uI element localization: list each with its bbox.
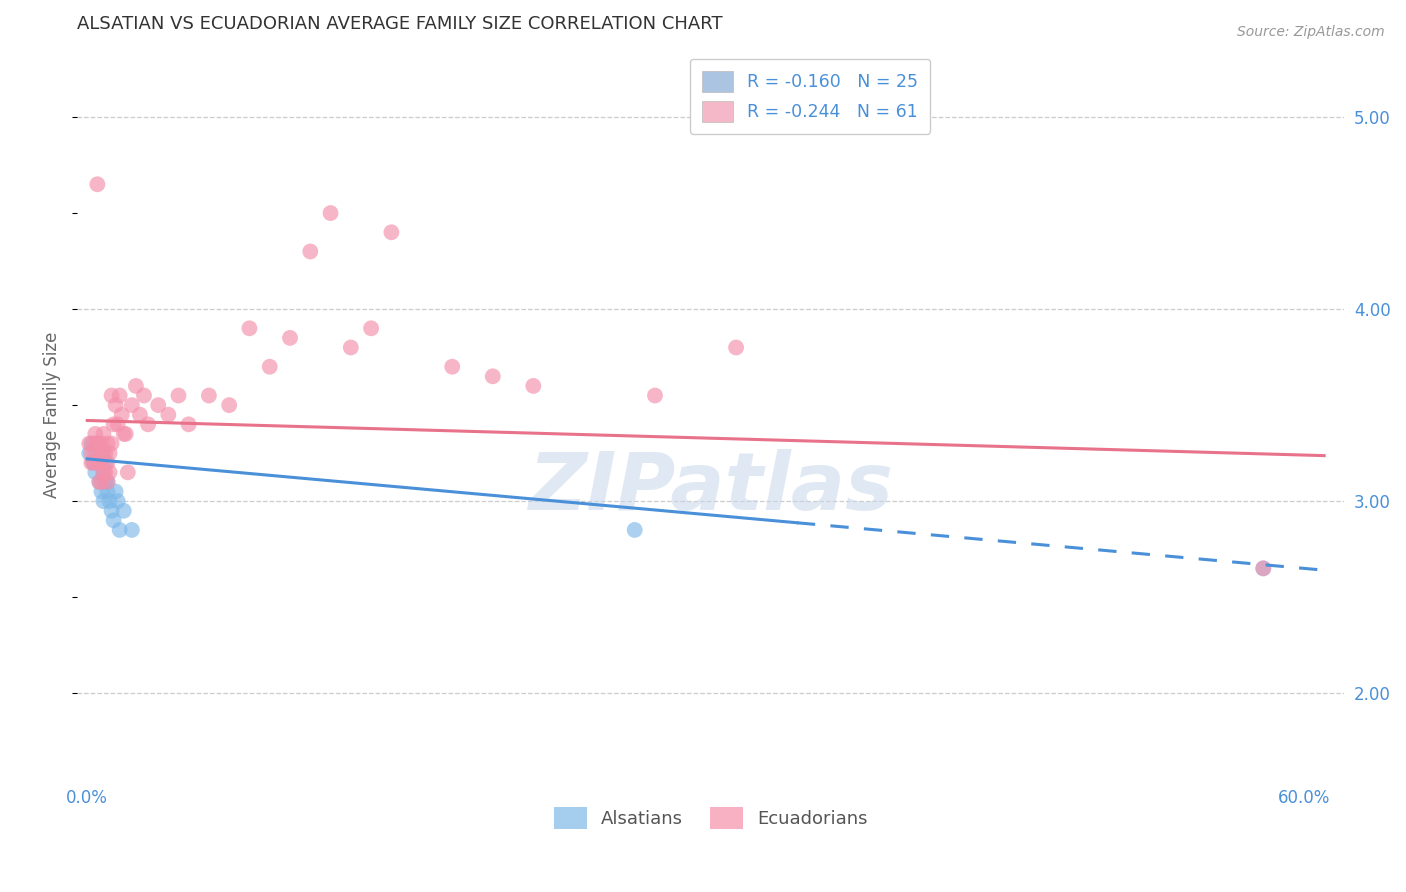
Point bbox=[278, 331, 301, 345]
Point bbox=[107, 494, 129, 508]
Point bbox=[111, 408, 134, 422]
Point bbox=[93, 426, 115, 441]
Point bbox=[96, 475, 118, 489]
Point bbox=[84, 466, 107, 480]
Point bbox=[86, 436, 108, 450]
Text: ALSATIAN VS ECUADORIAN AVERAGE FAMILY SIZE CORRELATION CHART: ALSATIAN VS ECUADORIAN AVERAGE FAMILY SI… bbox=[77, 15, 723, 33]
Point bbox=[96, 484, 118, 499]
Point bbox=[299, 244, 322, 259]
Point bbox=[86, 436, 108, 450]
Point bbox=[90, 446, 112, 460]
Point bbox=[82, 456, 104, 470]
Point bbox=[380, 225, 402, 239]
Point bbox=[100, 388, 122, 402]
Point bbox=[623, 523, 645, 537]
Point bbox=[96, 456, 118, 470]
Point bbox=[82, 436, 104, 450]
Point bbox=[107, 417, 129, 432]
Point bbox=[103, 513, 125, 527]
Y-axis label: Average Family Size: Average Family Size bbox=[44, 332, 60, 498]
Point bbox=[644, 388, 666, 402]
Point bbox=[90, 436, 112, 450]
Point bbox=[522, 379, 544, 393]
Point bbox=[94, 456, 117, 470]
Point bbox=[112, 504, 135, 518]
Point bbox=[90, 475, 112, 489]
Point bbox=[86, 178, 108, 192]
Point bbox=[177, 417, 200, 432]
Point bbox=[117, 466, 139, 480]
Point bbox=[259, 359, 281, 374]
Point bbox=[96, 475, 118, 489]
Point bbox=[93, 466, 115, 480]
Text: ZIPatlas: ZIPatlas bbox=[529, 449, 893, 526]
Point bbox=[80, 446, 103, 460]
Point bbox=[96, 436, 118, 450]
Point bbox=[148, 398, 170, 412]
Point bbox=[112, 426, 135, 441]
Point bbox=[82, 456, 104, 470]
Point bbox=[103, 417, 125, 432]
Point bbox=[80, 436, 103, 450]
Point bbox=[167, 388, 190, 402]
Point bbox=[100, 436, 122, 450]
Point bbox=[89, 475, 111, 489]
Point bbox=[238, 321, 260, 335]
Point bbox=[132, 388, 155, 402]
Point bbox=[89, 456, 111, 470]
Point bbox=[86, 456, 108, 470]
Point bbox=[100, 504, 122, 518]
Point bbox=[90, 456, 112, 470]
Point bbox=[319, 206, 342, 220]
Point bbox=[90, 484, 112, 499]
Point bbox=[104, 484, 127, 499]
Point bbox=[98, 466, 121, 480]
Point bbox=[1253, 561, 1275, 575]
Point bbox=[94, 446, 117, 460]
Point bbox=[360, 321, 382, 335]
Point bbox=[94, 475, 117, 489]
Point bbox=[93, 494, 115, 508]
Point bbox=[84, 426, 107, 441]
Point bbox=[98, 494, 121, 508]
Point bbox=[218, 398, 240, 412]
Point bbox=[340, 341, 363, 355]
Point bbox=[129, 408, 152, 422]
Point bbox=[198, 388, 221, 402]
Point bbox=[1253, 561, 1275, 575]
Point bbox=[104, 398, 127, 412]
Point bbox=[725, 341, 748, 355]
Point bbox=[98, 446, 121, 460]
Point bbox=[93, 466, 115, 480]
Point bbox=[93, 446, 115, 460]
Point bbox=[84, 446, 107, 460]
Point bbox=[108, 523, 131, 537]
Point bbox=[136, 417, 159, 432]
Point bbox=[121, 523, 143, 537]
Point bbox=[89, 436, 111, 450]
Point bbox=[77, 436, 100, 450]
Point bbox=[114, 426, 136, 441]
Point bbox=[94, 466, 117, 480]
Point bbox=[157, 408, 180, 422]
Point bbox=[481, 369, 503, 384]
Text: Source: ZipAtlas.com: Source: ZipAtlas.com bbox=[1237, 25, 1385, 39]
Point bbox=[441, 359, 464, 374]
Point bbox=[121, 398, 143, 412]
Point bbox=[77, 446, 100, 460]
Point bbox=[89, 475, 111, 489]
Legend: Alsatians, Ecuadorians: Alsatians, Ecuadorians bbox=[547, 800, 875, 837]
Point bbox=[80, 456, 103, 470]
Point bbox=[89, 456, 111, 470]
Point bbox=[108, 388, 131, 402]
Point bbox=[125, 379, 148, 393]
